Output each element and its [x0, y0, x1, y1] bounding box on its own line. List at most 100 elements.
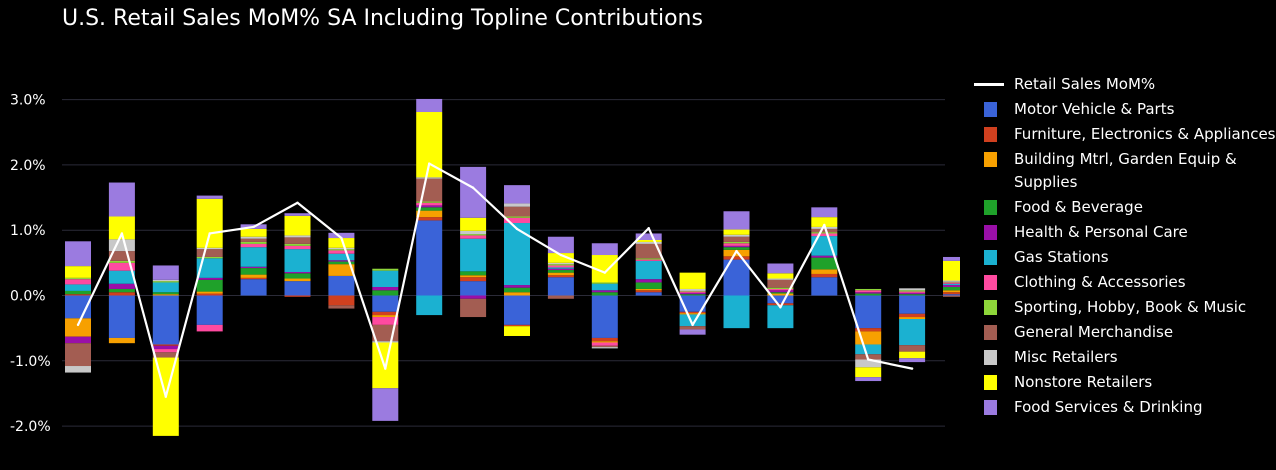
bar-segment — [284, 281, 311, 296]
bar-segment — [152, 352, 179, 358]
legend-label: Nonstore Retailers — [1014, 373, 1153, 391]
legend-item[interactable]: Nonstore Retailers — [972, 371, 1276, 394]
bar-segment — [240, 247, 267, 267]
bar-segment — [767, 292, 794, 294]
bar-segment — [328, 247, 355, 250]
bar-segment — [372, 388, 399, 421]
bar-segment — [855, 293, 882, 296]
bar-segment — [679, 311, 706, 314]
legend-color-swatch — [984, 275, 997, 290]
legend-item[interactable]: General Merchandise — [972, 321, 1276, 344]
bar-segment — [723, 234, 750, 237]
y-tick-label: -2.0% — [10, 419, 51, 435]
bar-segment — [635, 279, 662, 283]
bar-segment — [284, 278, 311, 282]
y-tick-label: 2.0% — [10, 158, 46, 174]
bar-segment — [460, 295, 487, 299]
bar-segment — [547, 236, 574, 254]
bar-segment — [460, 234, 487, 236]
bar-segment — [196, 293, 223, 296]
bar-segment — [679, 290, 706, 292]
legend-item[interactable]: Clothing & Accessories — [972, 271, 1276, 294]
bar-segment — [899, 317, 926, 320]
bar-segment — [152, 265, 179, 280]
bar-segment — [899, 290, 926, 292]
legend-color-swatch — [984, 350, 997, 365]
topline-point — [559, 253, 563, 257]
legend-label: Misc Retailers — [1014, 348, 1118, 366]
legend-label: Sporting, Hobby, Book & Music — [1014, 298, 1247, 316]
legend-label: Gas Stations — [1014, 248, 1109, 266]
bar-segment — [328, 260, 355, 262]
bar-segment — [416, 217, 443, 221]
bar-segment — [328, 305, 355, 309]
legend-item[interactable]: Misc Retailers — [972, 346, 1276, 369]
bar-segment — [767, 290, 794, 293]
legend-item[interactable]: Food & Beverage — [972, 196, 1276, 219]
bar-segment — [723, 247, 750, 250]
bar-segment — [65, 290, 91, 295]
bar-segment — [240, 241, 267, 244]
legend-label: Food & Beverage — [1014, 198, 1143, 216]
bar-segment — [635, 239, 662, 242]
bar-segment — [108, 295, 135, 338]
legend-item[interactable]: Food Services & Drinking — [972, 396, 1276, 419]
bar-segment — [65, 284, 91, 291]
legend-item[interactable]: Sporting, Hobby, Book & Music — [972, 296, 1276, 319]
legend-label: General Merchandise — [1014, 323, 1174, 341]
bar-segment — [855, 377, 882, 382]
bar-segment — [811, 232, 838, 234]
bar-segment — [416, 177, 443, 179]
bar-segment — [547, 265, 574, 268]
bar-segment — [943, 294, 960, 296]
bar-segment — [723, 229, 750, 235]
bar-segment — [152, 294, 179, 296]
bar-segment — [65, 241, 91, 267]
topline-series-line — [77, 162, 913, 398]
bar-segment — [65, 277, 91, 280]
bar-segment — [65, 366, 91, 373]
bar-segment — [284, 213, 311, 216]
bar-segment — [504, 206, 530, 217]
topline-point — [910, 367, 914, 370]
bar-segment — [504, 295, 530, 325]
bar-segment — [899, 358, 926, 363]
bar-segment — [943, 287, 960, 291]
bar-segment — [328, 264, 355, 276]
bar-segment — [372, 317, 399, 325]
bar-segment — [855, 328, 882, 332]
bar-segment — [372, 295, 399, 312]
chart-title: U.S. Retail Sales MoM% SA Including Topl… — [62, 6, 703, 31]
legend-item[interactable]: Gas Stations — [972, 246, 1276, 269]
bar-segment — [108, 288, 135, 293]
bar-segment — [591, 345, 618, 348]
bar-segment — [723, 236, 750, 242]
legend-item[interactable]: Building Mtrl, Garden Equip & Supplies — [972, 148, 1276, 194]
legend-item[interactable]: Motor Vehicle & Parts — [972, 98, 1276, 121]
bar-segment — [196, 295, 223, 325]
legend-item[interactable]: Retail Sales MoM% — [972, 73, 1276, 96]
bar-segment — [460, 238, 487, 272]
bar-segment — [152, 279, 179, 282]
bar-segment — [855, 288, 882, 291]
legend-color-swatch — [984, 225, 997, 240]
bar-segment — [152, 281, 179, 283]
bar-segment — [767, 263, 794, 274]
bar-segment — [196, 198, 223, 248]
bar-segment — [635, 290, 662, 293]
bar-segment — [460, 235, 487, 239]
bar-segment — [504, 326, 530, 336]
bar-segment — [460, 230, 487, 235]
bar-segment — [855, 367, 882, 378]
bar-segment — [240, 274, 267, 278]
bar-segment — [460, 166, 487, 218]
legend-item[interactable]: Health & Personal Care — [972, 221, 1276, 244]
bar-segment — [635, 292, 662, 296]
bar-segment — [855, 359, 882, 368]
legend-item[interactable]: Furniture, Electronics & Appliances — [972, 123, 1276, 146]
legend-label: Motor Vehicle & Parts — [1014, 100, 1175, 118]
bar-segment — [196, 195, 223, 199]
bar-segment — [504, 285, 530, 288]
bar-segment — [943, 260, 960, 281]
chart-plot-area: 3.0% 2.0% 1.0% 0.0% -1.0% -2.0% — [10, 93, 960, 436]
